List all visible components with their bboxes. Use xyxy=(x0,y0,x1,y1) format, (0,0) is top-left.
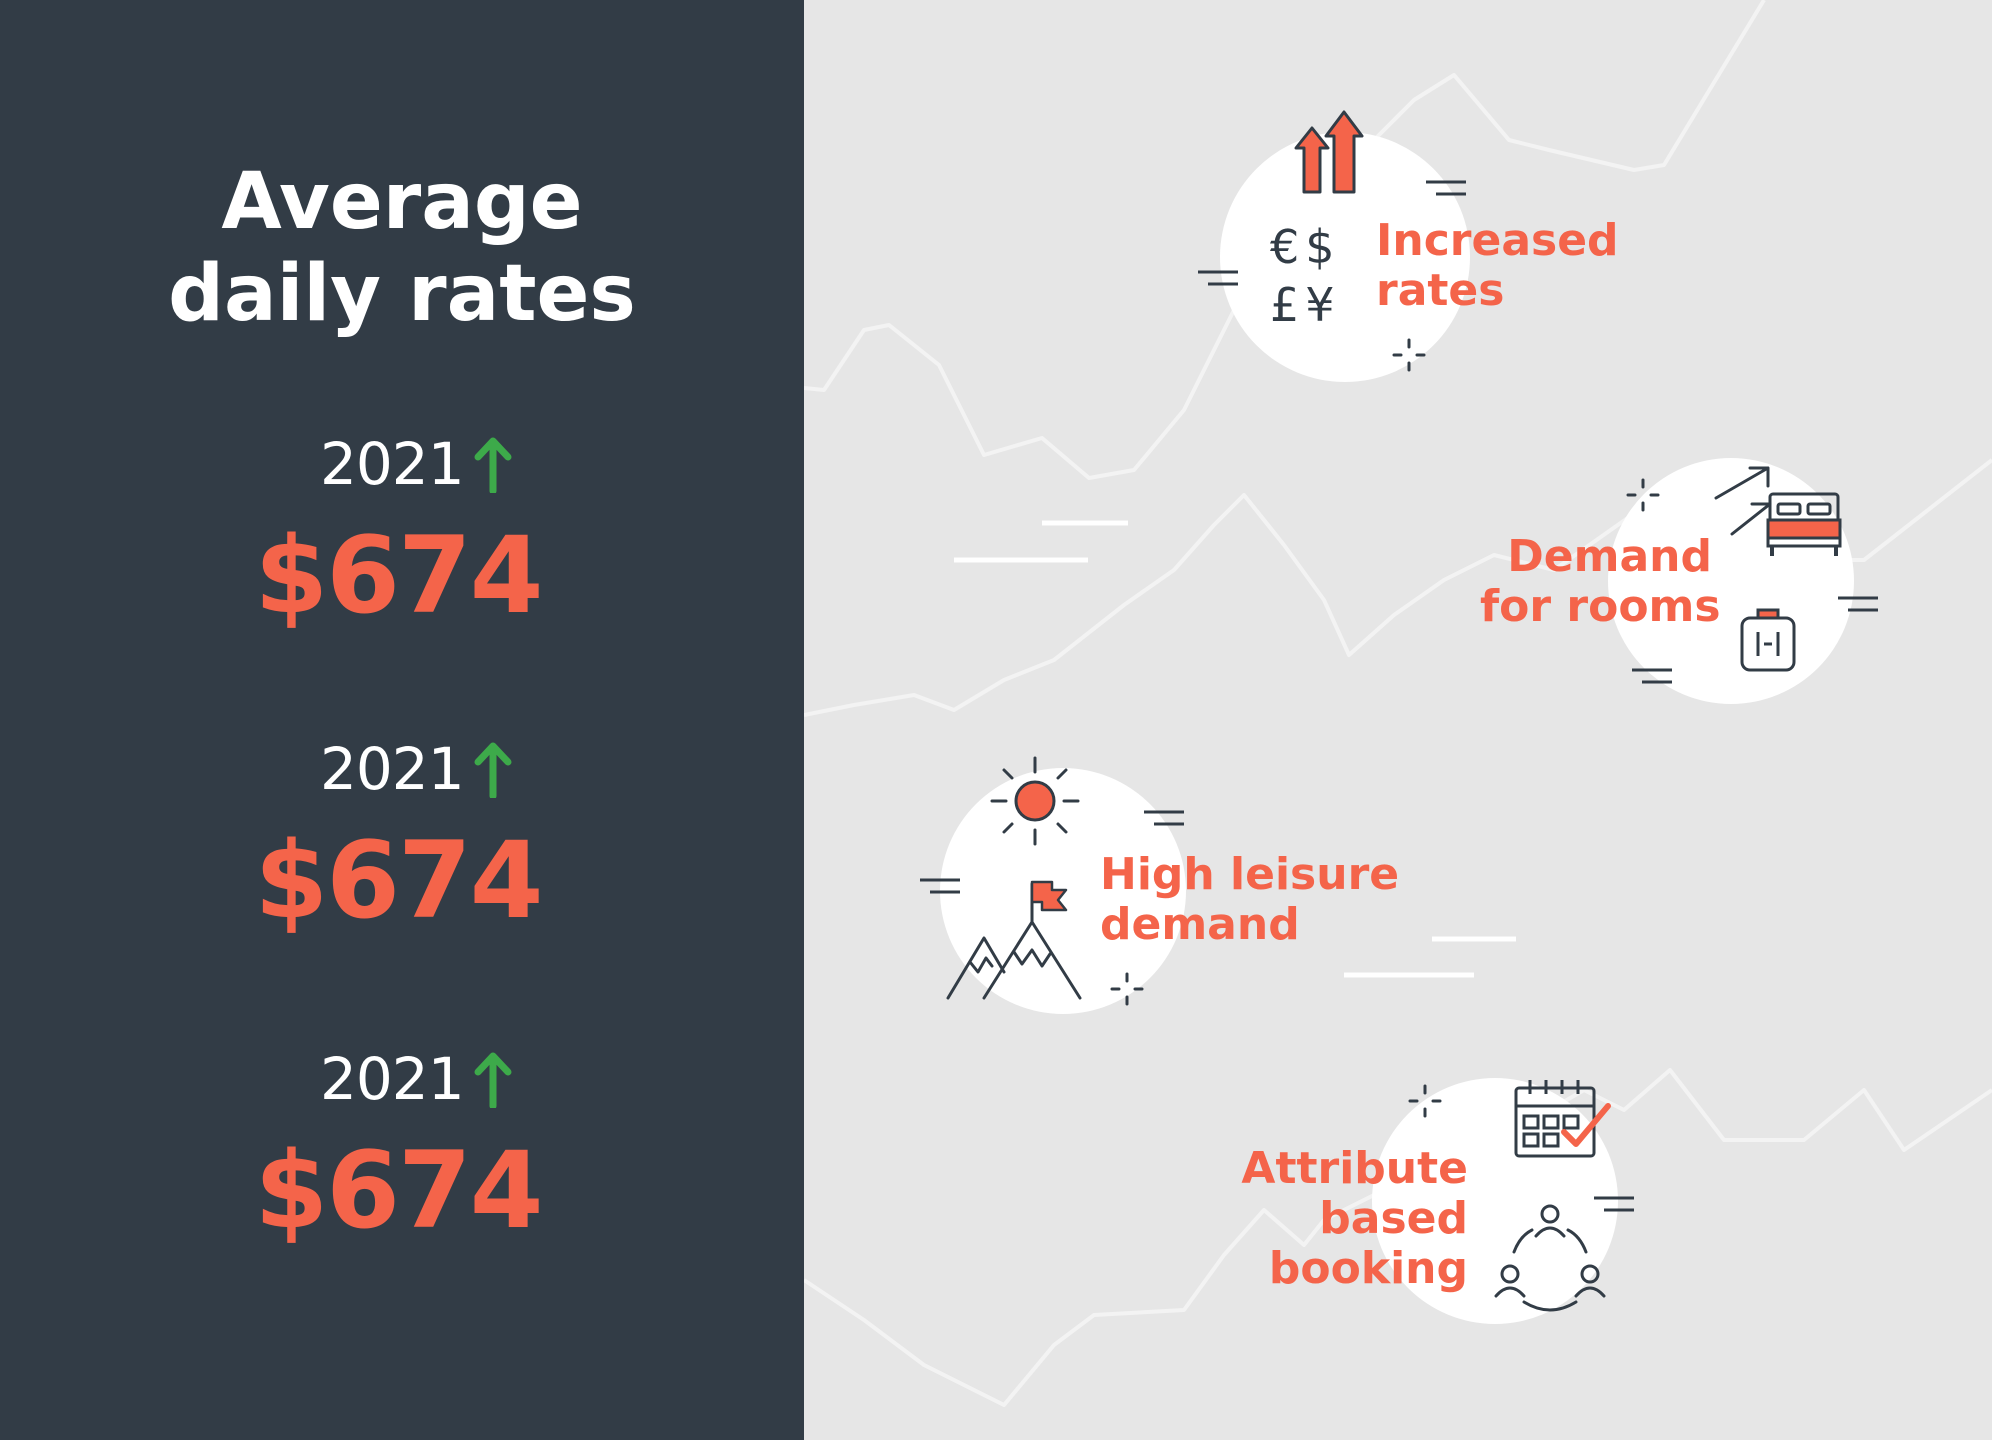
double-up-arrow-icon xyxy=(1294,110,1364,194)
factor-label-demand-rooms: Demand for rooms xyxy=(1480,531,1721,632)
bed-icon xyxy=(1766,492,1842,556)
yen-symbol: ¥ xyxy=(1305,278,1335,332)
pound-symbol: £ xyxy=(1270,278,1300,332)
currency-icon: € $ £ ¥ xyxy=(1270,218,1370,338)
sparkle-icon xyxy=(1110,972,1144,1006)
factor-label-leisure: High leisure demand xyxy=(1100,850,1399,950)
euro-symbol: € xyxy=(1270,220,1300,274)
factor-label-line: rates xyxy=(1376,265,1505,316)
factor-label-attribute: Attribute based booking xyxy=(1228,1144,1468,1294)
sparkle-icon xyxy=(1392,338,1426,372)
dollar-symbol: $ xyxy=(1305,220,1335,274)
trend-up-icon xyxy=(474,742,512,798)
sparkle-icon xyxy=(1408,1084,1442,1118)
factor-circle-demand-rooms xyxy=(1608,458,1854,704)
factor-label-line: for rooms xyxy=(1480,581,1721,632)
group-people-icon xyxy=(1494,1204,1606,1312)
dash-marks-icon xyxy=(1838,596,1878,612)
trend-up-icon xyxy=(474,1052,512,1108)
factor-label-line: demand xyxy=(1100,899,1300,950)
title-line-1: Average xyxy=(221,157,583,247)
title-line-2: daily rates xyxy=(168,249,636,339)
factor-label-increased-rates: Increased rates xyxy=(1376,216,1619,316)
stat-year: 2021 xyxy=(320,430,465,498)
factor-label-line: Demand xyxy=(1507,531,1712,582)
trend-up-icon xyxy=(474,437,512,493)
dash-marks-icon xyxy=(1594,1196,1634,1212)
sun-icon xyxy=(990,756,1080,846)
dash-marks-icon xyxy=(920,878,960,894)
factor-label-line: based xyxy=(1319,1193,1468,1244)
dash-marks-icon xyxy=(1426,180,1466,196)
dash-marks-icon xyxy=(1144,810,1184,826)
factors-panel: € $ £ ¥ Increased rates xyxy=(804,0,1992,1440)
mountain-flag-icon xyxy=(946,880,1082,1000)
stat-value: $674 xyxy=(254,819,543,942)
dash-marks-icon xyxy=(1198,270,1238,286)
rates-panel: Average daily rates 2021 $674 2021 $674 … xyxy=(0,0,804,1440)
sparkle-icon xyxy=(1626,478,1660,512)
factor-label-line: Increased xyxy=(1376,215,1619,266)
stat-year: 2021 xyxy=(320,1045,465,1113)
luggage-icon xyxy=(1740,608,1796,672)
dash-marks-icon xyxy=(1632,668,1672,684)
stat-value: $674 xyxy=(254,514,543,637)
factor-label-line: High leisure xyxy=(1100,849,1400,900)
factor-label-line: booking xyxy=(1268,1243,1468,1294)
panel-title: Average daily rates xyxy=(0,156,804,340)
factor-label-line: Attribute xyxy=(1241,1143,1468,1194)
stat-year: 2021 xyxy=(320,735,465,803)
stat-value: $674 xyxy=(254,1129,543,1252)
calendar-check-icon xyxy=(1514,1080,1611,1158)
